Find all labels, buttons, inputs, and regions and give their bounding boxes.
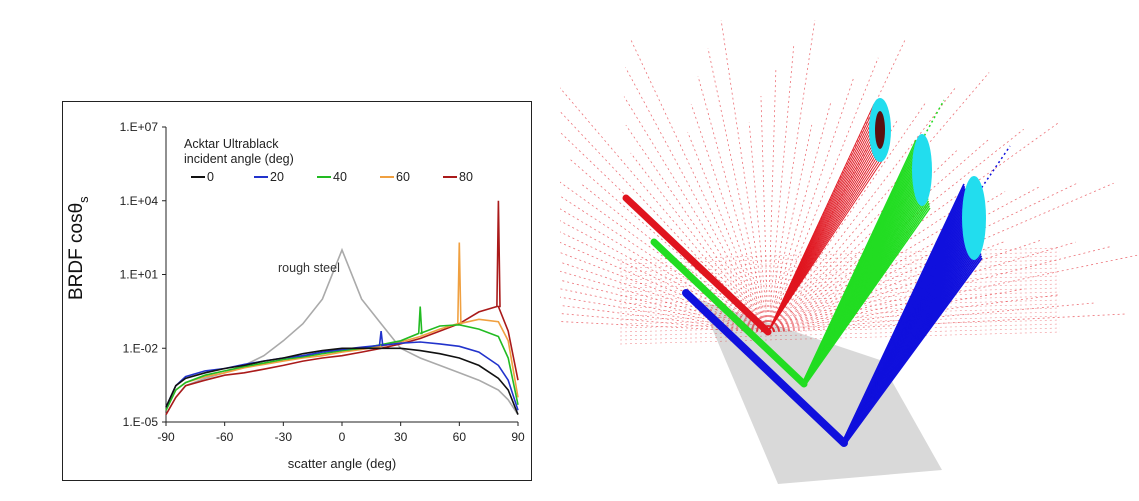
red-ray-band — [619, 331, 1061, 345]
red-ray — [767, 164, 927, 333]
x-tick-label: -90 — [157, 430, 175, 444]
red-ray — [767, 191, 1006, 333]
red-ray — [767, 288, 1025, 333]
red-ray — [767, 183, 1077, 333]
red-ray — [767, 128, 1024, 333]
series-line-80 — [165, 200, 519, 415]
axis-layer: 1.E-05 1.E-02 1.E+01 1.E+04 1.E+07 -90 -60 -30 0… — [120, 120, 525, 444]
blue-reflected-ray — [845, 257, 983, 444]
legend-label-80: 80 — [459, 170, 473, 184]
legend: Acktar Ultrablack incident angle (deg) 0… — [184, 137, 473, 184]
y-tick-label: 1.E+07 — [120, 120, 159, 134]
red-ray — [767, 70, 777, 333]
red-ray — [767, 44, 795, 333]
legend-subtitle: incident angle (deg) — [184, 152, 294, 166]
y-tick-label: 1.E+04 — [120, 194, 159, 208]
red-ray-band — [619, 267, 1061, 281]
legend-title: Acktar Ultrablack — [184, 137, 279, 151]
red-reflected-ray — [767, 154, 887, 333]
green-ray-extension — [921, 99, 945, 141]
y-axis-label-sub: s — [76, 196, 91, 203]
green-incident-beam — [650, 238, 808, 388]
blue-incident-beam — [682, 289, 848, 447]
red-ray — [560, 242, 769, 333]
red-ray-band — [619, 259, 1061, 273]
x-axis-label: scatter angle (deg) — [288, 456, 396, 471]
red-ray — [697, 75, 769, 333]
red-ray — [560, 110, 769, 333]
chart-frame — [62, 101, 532, 481]
red-detector-core — [875, 111, 885, 149]
red-ray-band — [619, 247, 1061, 261]
x-tick-label: 30 — [394, 430, 408, 444]
red-ray-band — [619, 275, 1061, 289]
blue-ray-fan — [841, 145, 1011, 444]
red-ray — [687, 131, 769, 333]
red-ray — [625, 124, 769, 333]
legend-label-40: 40 — [333, 170, 347, 184]
red-ray — [690, 104, 769, 333]
y-tick-label: 1.E+01 — [120, 268, 159, 282]
x-tick-label: 60 — [453, 430, 467, 444]
red-ray — [748, 122, 769, 333]
legend-label-0: 0 — [207, 170, 214, 184]
series-line-20 — [165, 331, 519, 411]
blue-detector-ring — [962, 176, 986, 260]
red-ray-band — [619, 283, 1061, 297]
x-tick-label: 0 — [339, 430, 346, 444]
red-ray — [767, 57, 879, 333]
red-ray-band — [619, 263, 1061, 277]
red-ray — [767, 124, 813, 333]
red-ray — [560, 321, 769, 333]
red-ray — [767, 37, 907, 333]
red-ray — [568, 157, 769, 333]
red-ray-band — [619, 251, 1061, 265]
y-tick-label: 1.E-02 — [123, 341, 159, 355]
red-ray — [767, 150, 957, 333]
green-detector-ring — [912, 134, 932, 206]
x-tick-label: -30 — [275, 430, 293, 444]
red-incident-beam — [622, 194, 772, 336]
x-tick-label: -60 — [216, 430, 234, 444]
red-ray — [760, 96, 769, 333]
red-ray-band — [619, 255, 1061, 269]
red-ray — [629, 37, 769, 333]
y-axis-label: BRDF cosθs — [66, 196, 91, 300]
red-ray-band — [619, 287, 1061, 301]
y-tick-label: 1.E-05 — [123, 415, 159, 429]
y-axis-label-main: BRDF cosθ — [66, 203, 87, 300]
rough-steel-label: rough steel — [278, 261, 340, 275]
red-ray — [623, 96, 769, 333]
red-ray — [767, 186, 1041, 333]
red-ray-band — [619, 271, 1061, 285]
red-ray — [767, 72, 990, 333]
legend-label-20: 20 — [270, 170, 284, 184]
series-line-rough-steel — [165, 247, 519, 416]
series-line-0 — [165, 347, 519, 415]
series-layer — [165, 200, 519, 416]
red-ray — [625, 67, 769, 333]
scatter-ray-scene — [560, 20, 1139, 484]
red-ray — [767, 102, 927, 333]
red-ray — [767, 245, 1112, 333]
red-ray-band — [619, 291, 1061, 305]
x-tick-label: 90 — [511, 430, 525, 444]
red-ray — [767, 86, 957, 333]
green-ray-fan — [801, 99, 945, 385]
red-ray — [560, 87, 769, 333]
red-ray-band — [619, 279, 1061, 293]
green-reflected-ray — [805, 207, 931, 385]
legend-label-60: 60 — [396, 170, 410, 184]
red-ray — [707, 47, 769, 333]
brdf-chart: 1.E-05 1.E-02 1.E+01 1.E+04 1.E+07 -90 -60 -30 0… — [66, 120, 525, 471]
